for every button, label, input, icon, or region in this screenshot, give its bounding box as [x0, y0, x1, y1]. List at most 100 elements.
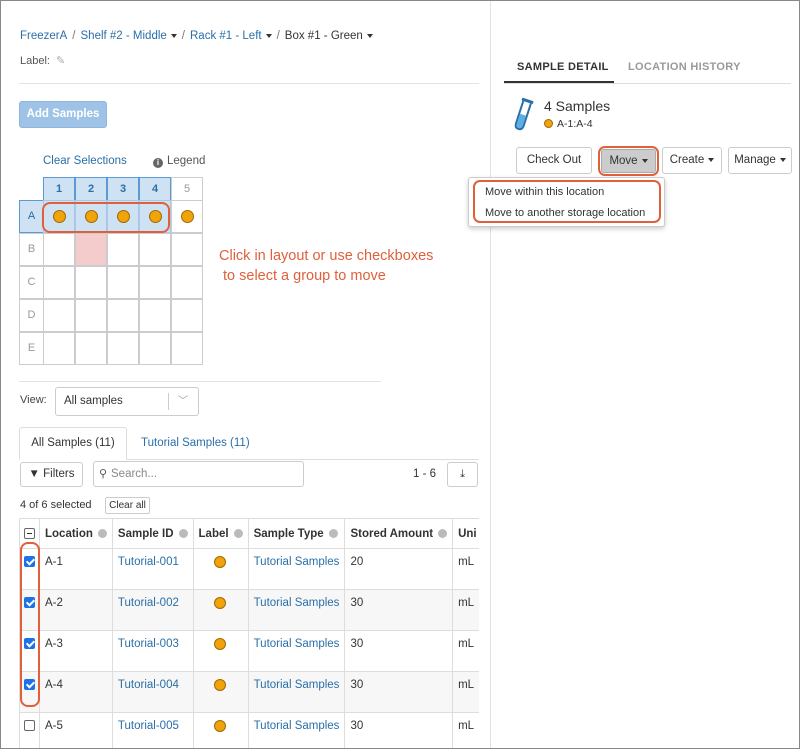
sample-type-cell[interactable]: Tutorial Samples: [247, 589, 346, 631]
grid-cell[interactable]: [139, 332, 171, 365]
grid-cell[interactable]: [75, 299, 107, 332]
location-cell: A-5: [39, 712, 113, 748]
add-samples-button[interactable]: Add Samples: [19, 101, 107, 128]
view-select[interactable]: All samples ﹀: [55, 387, 199, 416]
grid-row-header[interactable]: C: [19, 266, 44, 299]
download-button[interactable]: ⤓: [447, 462, 478, 487]
grid-cell[interactable]: [107, 332, 139, 365]
column-header[interactable]: Sample Type: [247, 518, 346, 549]
select-all-header[interactable]: [19, 518, 40, 549]
sample-type-cell[interactable]: Tutorial Samples: [247, 630, 346, 672]
sample-id-cell-text[interactable]: Tutorial-002: [117, 597, 179, 609]
tab-sample-detail[interactable]: SAMPLE DETAIL: [517, 61, 609, 73]
grid-row-header[interactable]: A: [19, 200, 44, 233]
column-header[interactable]: Sample ID: [111, 518, 194, 549]
grid-cell[interactable]: [75, 266, 107, 299]
row-checkbox[interactable]: [24, 556, 35, 568]
sample-type-cell[interactable]: Tutorial Samples: [247, 548, 346, 590]
grid-column-header[interactable]: 5: [171, 177, 203, 201]
manage-button[interactable]: Manage: [728, 147, 792, 174]
grid-cell[interactable]: [107, 299, 139, 332]
grid-row-header[interactable]: E: [19, 332, 44, 365]
grid-cell[interactable]: [171, 266, 203, 299]
menu-item-move-to-another[interactable]: Move to another storage location: [485, 207, 646, 219]
grid-cell[interactable]: [139, 299, 171, 332]
clear-all-button[interactable]: Clear all: [105, 497, 150, 514]
row-checkbox[interactable]: [24, 597, 35, 609]
grid-cell[interactable]: [43, 299, 75, 332]
grid-column-header[interactable]: 2: [75, 177, 107, 201]
sample-dot-icon: [117, 210, 130, 223]
row-checkbox[interactable]: [24, 679, 35, 691]
tab-all-samples[interactable]: All Samples (11): [19, 427, 127, 460]
search-input[interactable]: ⚲ Search...: [93, 461, 304, 487]
sample-id-cell-text[interactable]: Tutorial-004: [117, 679, 179, 691]
sample-type-cell[interactable]: Tutorial Samples: [247, 712, 346, 748]
sample-type-cell-text[interactable]: Tutorial Samples: [253, 638, 340, 650]
breadcrumb-freezer[interactable]: FreezerA: [20, 30, 68, 42]
column-header[interactable]: Stored Amount: [344, 518, 454, 549]
tab-tutorial-samples[interactable]: Tutorial Samples (11): [141, 437, 250, 449]
breadcrumb-rack-label: Rack #1 - Left: [190, 30, 262, 42]
move-button[interactable]: Move: [601, 149, 656, 173]
column-menu-icon[interactable]: [328, 528, 338, 538]
grid-row-header[interactable]: B: [19, 233, 44, 266]
sample-id-cell[interactable]: Tutorial-004: [111, 671, 194, 713]
sample-id-cell[interactable]: Tutorial-003: [111, 630, 194, 672]
row-checkbox[interactable]: [24, 720, 35, 732]
view-label: View:: [20, 394, 47, 406]
column-header[interactable]: Location: [39, 518, 113, 549]
sample-id-cell-text[interactable]: Tutorial-001: [117, 556, 179, 568]
breadcrumb-rack[interactable]: Rack #1 - Left: [190, 30, 272, 42]
column-menu-icon[interactable]: [178, 528, 188, 538]
column-menu-icon[interactable]: [438, 528, 448, 538]
grid-cell[interactable]: [171, 299, 203, 332]
breadcrumb-box[interactable]: Box #1 - Green: [285, 30, 373, 42]
row-checkbox[interactable]: [24, 638, 35, 650]
grid-column-header[interactable]: 4: [139, 177, 171, 201]
breadcrumb-shelf[interactable]: Shelf #2 - Middle: [81, 30, 177, 42]
grid-cell[interactable]: [171, 332, 203, 365]
column-header-label: Label: [198, 527, 229, 540]
sample-type-cell-text[interactable]: Tutorial Samples: [253, 679, 340, 691]
sample-type-cell-text[interactable]: Tutorial Samples: [253, 720, 340, 732]
grid-cell[interactable]: [171, 200, 203, 233]
grid-cell[interactable]: [107, 266, 139, 299]
sample-type-cell-text[interactable]: Tutorial Samples: [253, 556, 340, 568]
column-menu-icon[interactable]: [97, 528, 107, 538]
column-header[interactable]: Uni: [452, 518, 479, 549]
legend-toggle[interactable]: i Legend: [153, 155, 205, 168]
grid-cell[interactable]: [43, 266, 75, 299]
check-out-button[interactable]: Check Out: [516, 147, 592, 174]
grid-cell[interactable]: [75, 233, 107, 266]
tab-location-history[interactable]: LOCATION HISTORY: [628, 61, 741, 73]
grid-cell[interactable]: [107, 233, 139, 266]
select-all-checkbox[interactable]: [24, 527, 35, 539]
sample-id-cell-text[interactable]: Tutorial-003: [117, 638, 179, 650]
sample-type-cell-text[interactable]: Tutorial Samples: [253, 597, 340, 609]
clear-selections-link[interactable]: Clear Selections: [43, 155, 127, 167]
row-select-cell[interactable]: [19, 712, 40, 748]
column-menu-icon[interactable]: [233, 528, 243, 538]
grid-cell[interactable]: [43, 233, 75, 266]
menu-item-move-within[interactable]: Move within this location: [485, 186, 605, 198]
create-button[interactable]: Create: [662, 147, 722, 174]
grid-column-header[interactable]: 3: [107, 177, 139, 201]
grid-cell[interactable]: [107, 200, 139, 233]
grid-cell[interactable]: [139, 233, 171, 266]
sample-type-cell[interactable]: Tutorial Samples: [247, 671, 346, 713]
grid-cell[interactable]: [43, 332, 75, 365]
pencil-icon[interactable]: ✎: [55, 55, 66, 67]
grid-cell[interactable]: [75, 200, 107, 233]
sample-id-cell[interactable]: Tutorial-002: [111, 589, 194, 631]
sample-id-cell-text[interactable]: Tutorial-005: [117, 720, 179, 732]
grid-row-header[interactable]: D: [19, 299, 44, 332]
grid-cell[interactable]: [139, 266, 171, 299]
filters-button[interactable]: ▼ Filters: [20, 462, 83, 487]
grid-column-header[interactable]: 1: [43, 177, 75, 201]
sample-id-cell[interactable]: Tutorial-005: [111, 712, 194, 748]
grid-cell[interactable]: [171, 233, 203, 266]
sample-id-cell[interactable]: Tutorial-001: [111, 548, 194, 590]
grid-cell[interactable]: [75, 332, 107, 365]
column-header[interactable]: Label: [192, 518, 249, 549]
